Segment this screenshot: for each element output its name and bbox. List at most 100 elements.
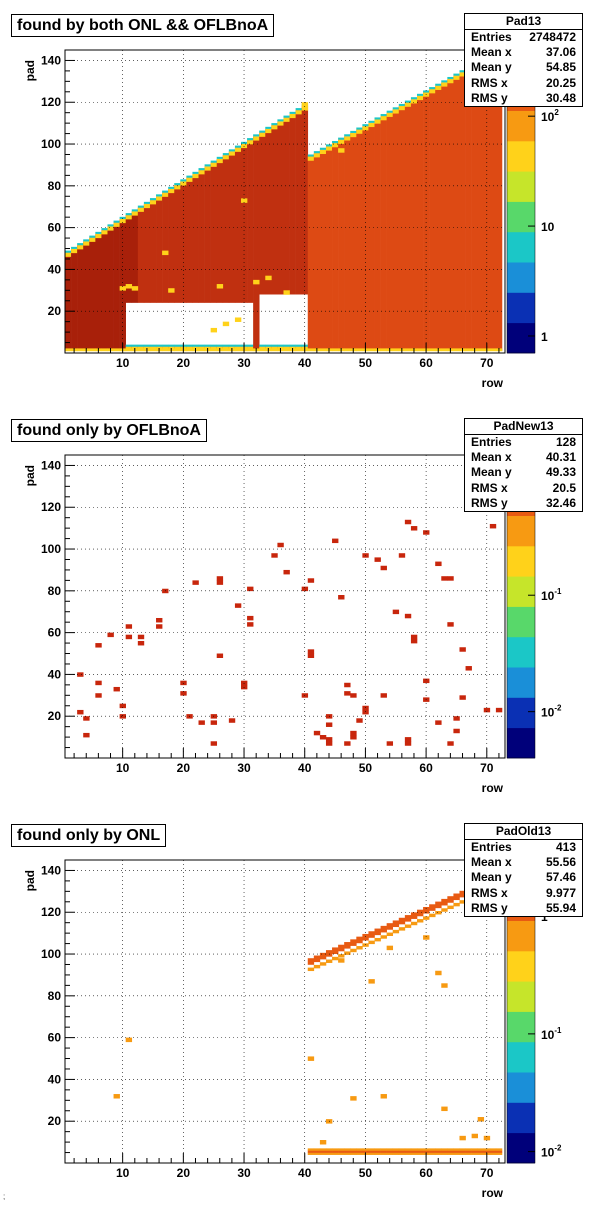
- stats-box: PadNew13 Entries 128 Mean x 40.31 Mean y 49…: [464, 418, 583, 512]
- heatmap-bottom-cell: [356, 348, 363, 352]
- palette-swatch: [507, 667, 535, 698]
- heatmap-column: [77, 245, 84, 351]
- heatmap-cell: [362, 709, 369, 715]
- heatmap-cell: [404, 741, 412, 746]
- heatmap-cell: [447, 1148, 454, 1151]
- heatmap-cell: [137, 640, 145, 646]
- heatmap-edge-cell: [77, 245, 84, 250]
- heatmap-bottom-cell: [198, 348, 205, 352]
- heatmap-edge-cell: [259, 344, 266, 347]
- heatmap-edge-cell: [265, 344, 272, 347]
- heatmap-cells: [65, 50, 503, 352]
- heatmap-edge-cell: [271, 125, 278, 130]
- x-tick-label: 10: [116, 761, 130, 775]
- heatmap-cell: [441, 983, 448, 988]
- y-axis: 20 40 60 80 100 120 140 pad: [23, 458, 75, 749]
- heatmap-edge-cell: [234, 344, 242, 347]
- heatmap-cell: [423, 906, 430, 914]
- heatmap-cell: [459, 695, 466, 700]
- heatmap-edge-cell: [174, 183, 181, 186]
- heatmap-edge-cell: [398, 103, 406, 107]
- heatmap-cell: [125, 624, 133, 629]
- heatmap-edge-cell: [277, 121, 284, 126]
- heatmap-cell: [404, 613, 412, 619]
- heatmap-column: [204, 166, 211, 303]
- heatmap-cell: [465, 1148, 472, 1151]
- palette-swatch: [507, 981, 535, 1012]
- heatmap-edge-cell: [83, 239, 90, 242]
- heatmap-cell: [350, 735, 357, 740]
- heatmap-edge-cell: [271, 123, 278, 126]
- heatmap-cell: [113, 1094, 120, 1099]
- heatmap-cell: [368, 940, 375, 945]
- heatmap-edge-cell: [447, 79, 454, 84]
- heatmap-bottom-cell: [174, 348, 181, 352]
- heatmap-edge-cell: [162, 344, 169, 347]
- heatmap-cell: [338, 595, 345, 600]
- heatmap-cell: [374, 557, 381, 562]
- heatmap-cell: [410, 1152, 418, 1155]
- heatmap-bottom-cell: [417, 348, 424, 352]
- stats-label: Mean y: [471, 465, 512, 480]
- heatmap-cell: [137, 634, 145, 640]
- grid-lines: [65, 860, 505, 1163]
- heatmap-cell: [417, 1150, 424, 1153]
- heatmap-cell: [386, 1152, 394, 1155]
- heatmap-edge-cell: [453, 75, 460, 80]
- heatmap-cell: [447, 741, 454, 746]
- heatmap-edge-cell: [441, 82, 448, 87]
- x-tick-label: 60: [419, 1166, 433, 1180]
- heatmap-cell: [332, 1150, 339, 1153]
- heatmap-edge-cell: [168, 344, 175, 347]
- heatmap-cell: [441, 1150, 448, 1153]
- heatmap-cell: [380, 1152, 387, 1155]
- heatmap-column: [447, 79, 454, 351]
- heatmap-edge-cell: [210, 327, 218, 333]
- heatmap-plot: 10 20 30 40 50 60 70 row 20 40 60 80 100 120 140 pad 10-…: [23, 859, 562, 1200]
- heatmap-edge-cell: [253, 134, 260, 137]
- heatmap-cell: [398, 553, 406, 558]
- heatmap-bottom-cell: [368, 348, 375, 352]
- heatmap-cell: [495, 1148, 503, 1151]
- y-axis: 20 40 60 80 100 120 140 pad: [23, 53, 75, 344]
- heatmap-edge-cell: [265, 128, 272, 134]
- heatmap-cell: [380, 693, 387, 698]
- heatmap-cell: [95, 643, 102, 648]
- heatmap-cell: [453, 728, 460, 734]
- palette-swatch: [507, 950, 535, 982]
- heatmap-column: [289, 113, 296, 295]
- heatmap-edge-cell: [149, 198, 157, 201]
- heatmap-edge-cell: [325, 144, 333, 147]
- heatmap-bottom-cell: [319, 348, 327, 352]
- heatmap-column: [125, 215, 133, 303]
- heatmap-edge-cell: [198, 170, 205, 175]
- heatmap-bottom-cell: [125, 348, 133, 352]
- heatmap-cell: [156, 624, 163, 629]
- heatmap-edge-cell: [374, 119, 381, 124]
- heatmap-cell: [234, 603, 242, 608]
- heatmap-bottom-cell: [344, 348, 351, 352]
- heatmap-edge-cell: [362, 124, 369, 127]
- heatmap-edge-cell: [398, 106, 406, 111]
- heatmap-cell: [180, 680, 187, 686]
- heatmap-cell: [210, 741, 218, 746]
- stats-value: 40.31: [545, 450, 576, 465]
- y-tick-label: 120: [41, 95, 61, 109]
- heatmap-cell: [453, 1150, 460, 1153]
- heatmap-cell: [392, 920, 400, 928]
- heatmap-cell: [423, 1148, 430, 1151]
- heatmap-cell: [325, 741, 333, 746]
- heatmap-cell: [350, 948, 357, 953]
- x-axis-label: row: [482, 376, 504, 390]
- heatmap-edge-cell: [101, 230, 108, 235]
- plot-frame: [64, 49, 506, 354]
- heatmap-cell: [465, 666, 472, 671]
- heatmap-edge-cell: [210, 160, 218, 163]
- heatmap-cell: [423, 1150, 430, 1153]
- heatmap-cell: [307, 1150, 315, 1153]
- heatmap-column: [113, 222, 120, 351]
- heatmap-cell: [380, 925, 387, 933]
- stats-value: 32.46: [545, 495, 576, 510]
- heatmap-cell: [271, 553, 278, 558]
- heatmap-edge-cell: [210, 344, 218, 347]
